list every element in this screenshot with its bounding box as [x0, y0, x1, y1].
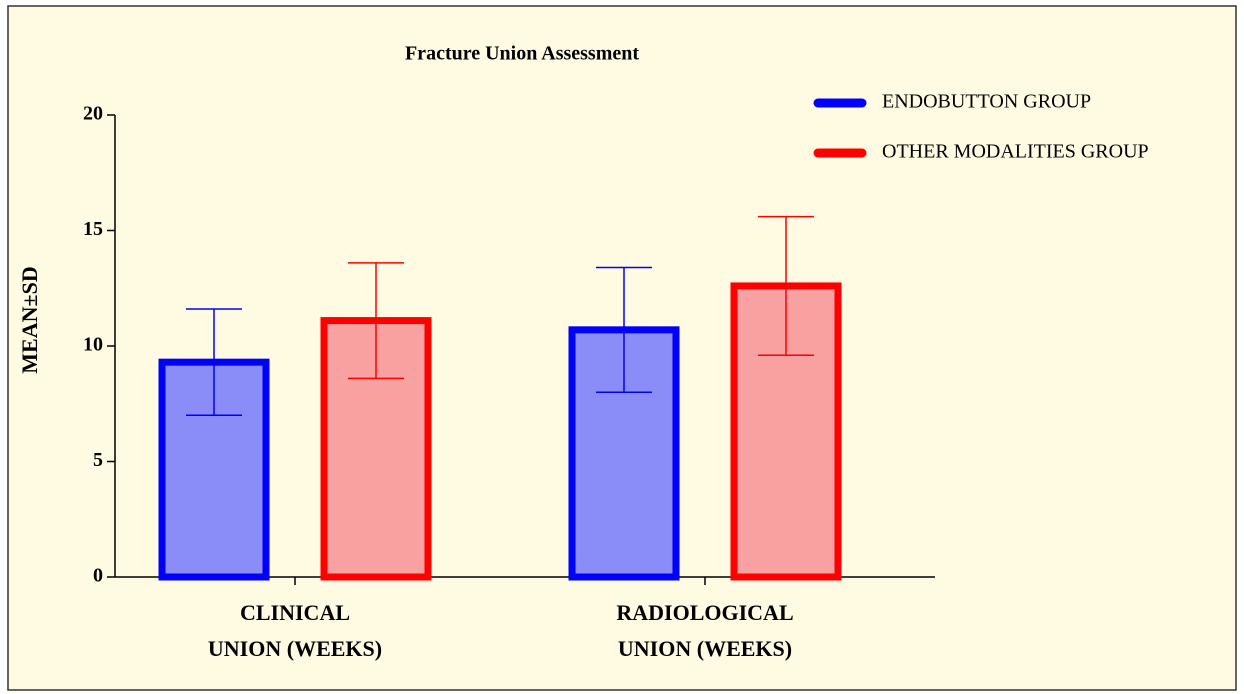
y-axis-label: MEAN±SD	[17, 266, 42, 373]
x-tick-label: UNION (WEEKS)	[618, 636, 792, 661]
x-tick-label: RADIOLOGICAL	[616, 600, 793, 625]
legend-label: ENDOBUTTON GROUP	[882, 91, 1091, 113]
y-tick-label: 10	[83, 334, 103, 356]
legend-label: OTHER MODALITIES GROUP	[882, 141, 1149, 163]
y-tick-label: 20	[83, 103, 103, 125]
y-tick-label: 0	[93, 565, 103, 587]
x-tick-label: CLINICAL	[240, 600, 350, 625]
x-tick-label: UNION (WEEKS)	[208, 636, 382, 661]
y-tick-label: 15	[83, 218, 103, 240]
y-tick-label: 5	[93, 449, 103, 471]
chart-title: Fracture Union Assessment	[405, 43, 639, 65]
